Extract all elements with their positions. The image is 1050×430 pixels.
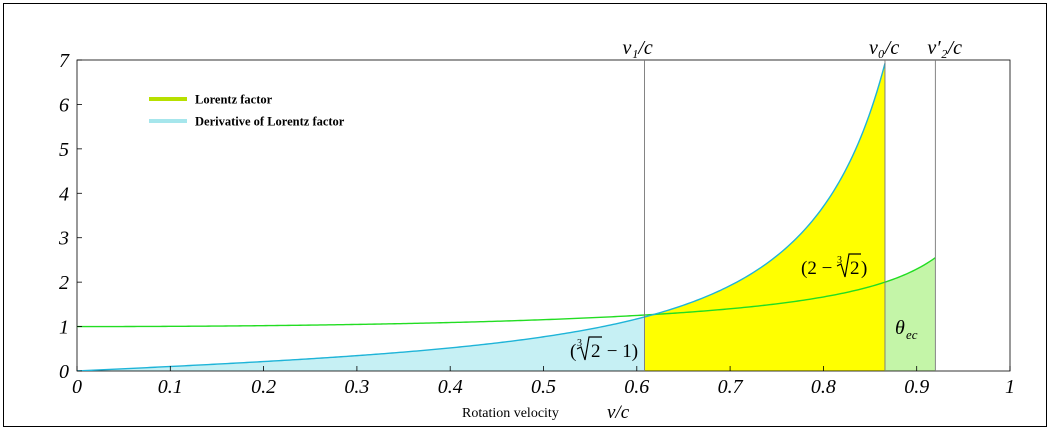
theta-subscript: ec	[906, 327, 918, 342]
shaded-region-1	[644, 63, 885, 371]
annot2-open: (2 −	[801, 258, 837, 279]
legend-label-lorentz: Lorentz factor	[195, 93, 273, 107]
x-tick-label-7: 0.7	[718, 376, 744, 398]
annot2-index: 3	[837, 255, 842, 266]
y-tick-label-3: 3	[58, 228, 69, 250]
annot1-rest: − 1)	[602, 341, 638, 362]
shaded-region-0	[77, 316, 645, 371]
x-axis-ticks: 0 0.1 0.2 0.3 0.4 0.5 0.6 0.7 0.8 0.9 1	[72, 366, 1015, 398]
annot1-radicand: 2	[591, 341, 601, 362]
reference-label-1: v₀/c	[869, 37, 899, 59]
x-axis-label-text: Rotation velocity	[462, 406, 559, 421]
annot2-radical-sign	[836, 253, 861, 278]
y-tick-label-7: 7	[59, 50, 70, 72]
annot1-index: 3	[577, 338, 582, 349]
x-axis-label: Rotation velocity v/c	[462, 402, 630, 423]
y-tick-label-2: 2	[59, 272, 69, 294]
reference-lines: v₁/c v₀/c v′₂/c	[623, 37, 962, 371]
y-tick-label-5: 5	[59, 139, 69, 161]
annot2-radicand: 2	[850, 258, 860, 279]
x-tick-label-10: 1	[1005, 376, 1015, 398]
reference-label-0: v₁/c	[623, 37, 653, 59]
curves	[77, 63, 936, 371]
legend: Lorentz factor Derivative of Lorentz fac…	[149, 93, 345, 129]
annot2-close: )	[861, 258, 867, 279]
x-tick-label-5: 0.5	[531, 376, 556, 398]
x-tick-label-3: 0.3	[344, 376, 369, 398]
y-tick-label-0: 0	[59, 361, 69, 383]
y-tick-label-6: 6	[59, 94, 69, 116]
x-tick-label-4: 0.4	[438, 376, 463, 398]
lorentz-chart: v₁/c v₀/c v′₂/c 0 0.1 0.2 0.3 0.4 0.5 0.6 0.7 0.8 0…	[58, 37, 1015, 423]
y-axis-ticks: 0 1 2 3 4 5 6 7	[58, 50, 82, 383]
reference-label-2: v′₂/c	[927, 37, 962, 59]
legend-label-derivative: Derivative of Lorentz factor	[195, 115, 345, 129]
x-axis-label-var: v/c	[607, 402, 630, 423]
theta-symbol: θ	[895, 317, 905, 339]
annotation-two-minus-cube-root: (2 − 3 2 )	[801, 253, 867, 279]
annotation-cube-root-minus-one: ( 3 2 − 1)	[570, 336, 638, 362]
x-tick-label-9: 0.9	[904, 376, 929, 398]
y-tick-label-1: 1	[59, 317, 69, 339]
chart-frame: v₁/c v₀/c v′₂/c 0 0.1 0.2 0.3 0.4 0.5 0.6 0.7 0.8 0…	[3, 3, 1047, 427]
x-tick-label-1: 0.1	[158, 376, 183, 398]
shaded-region-2	[884, 257, 936, 371]
x-tick-label-0: 0	[72, 376, 82, 398]
series-line-derivative	[77, 63, 886, 371]
y-tick-label-4: 4	[59, 183, 69, 205]
annot1-open: (	[570, 341, 576, 362]
annot1-radical-sign	[576, 336, 602, 361]
x-tick-label-2: 0.2	[251, 376, 276, 398]
x-tick-label-6: 0.6	[624, 376, 649, 398]
annotation-theta-ec: θ ec	[895, 317, 918, 342]
x-tick-label-8: 0.8	[811, 376, 836, 398]
shaded-regions	[77, 63, 936, 371]
series-line-lorentz	[77, 257, 936, 328]
